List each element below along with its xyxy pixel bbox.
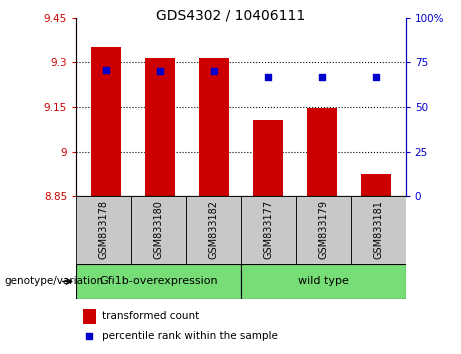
Text: genotype/variation: genotype/variation: [5, 276, 104, 286]
Point: [264, 74, 272, 80]
Bar: [241, 264, 406, 299]
Bar: [83, 309, 96, 324]
Text: GSM833180: GSM833180: [154, 200, 164, 259]
Point: [86, 333, 93, 339]
Text: GSM833179: GSM833179: [318, 200, 328, 259]
Bar: [361, 174, 391, 196]
Bar: [199, 58, 229, 196]
Bar: [145, 58, 175, 196]
Bar: [241, 196, 296, 264]
Text: GSM833178: GSM833178: [99, 200, 108, 259]
Bar: [351, 196, 406, 264]
Text: transformed count: transformed count: [102, 311, 200, 321]
Bar: [91, 47, 121, 196]
Text: GSM833177: GSM833177: [263, 200, 273, 259]
Text: percentile rank within the sample: percentile rank within the sample: [102, 331, 278, 341]
Bar: [307, 108, 337, 196]
Text: GSM833181: GSM833181: [373, 200, 383, 259]
Bar: [131, 196, 186, 264]
Text: GDS4302 / 10406111: GDS4302 / 10406111: [156, 9, 305, 23]
Text: Gfi1b-overexpression: Gfi1b-overexpression: [99, 276, 218, 286]
Point: [210, 69, 218, 74]
Bar: [76, 264, 241, 299]
Point: [372, 74, 379, 80]
Text: wild type: wild type: [298, 276, 349, 286]
Bar: [253, 120, 283, 196]
Bar: [76, 196, 131, 264]
Point: [156, 69, 164, 74]
Point: [102, 67, 110, 72]
Point: [318, 74, 325, 80]
Bar: [186, 196, 241, 264]
Bar: [296, 196, 351, 264]
Text: GSM833182: GSM833182: [208, 200, 219, 259]
